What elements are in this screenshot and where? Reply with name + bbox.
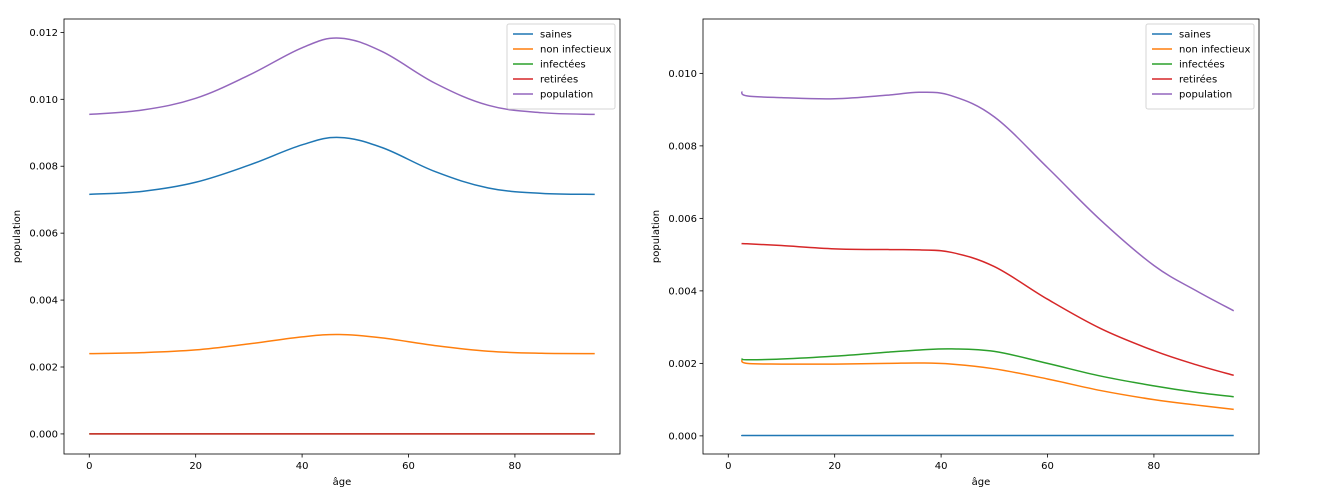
legend-label: non infectieux bbox=[1179, 45, 1250, 56]
legend-box bbox=[506, 23, 616, 110]
legend: saines non infectieux infectées retirées pop… bbox=[506, 23, 616, 110]
y-tick-label: 0.002 bbox=[668, 359, 697, 370]
y-tick-label: 0.004 bbox=[29, 296, 58, 307]
x-tick-label: 80 bbox=[1148, 461, 1161, 472]
legend: saines non infectieux infectées retirées pop… bbox=[1145, 23, 1255, 110]
y-tick-label: 0.000 bbox=[668, 431, 697, 442]
series-line-retirées bbox=[741, 242, 1234, 377]
legend-label: population bbox=[1179, 90, 1232, 101]
x-tick-label: 20 bbox=[828, 461, 841, 472]
plot-frame bbox=[702, 18, 1260, 455]
x-axis-label: âge bbox=[972, 476, 991, 488]
series-lines bbox=[89, 37, 595, 435]
plot-frame bbox=[63, 18, 621, 455]
legend-label: retirées bbox=[540, 74, 578, 86]
x-tick-label: 80 bbox=[509, 461, 522, 472]
x-tick-label: 0 bbox=[86, 461, 92, 472]
y-axis-label: population bbox=[651, 210, 662, 263]
y-tick-label: 0.006 bbox=[29, 229, 58, 240]
series-line-population bbox=[740, 90, 1235, 312]
y-tick-label: 0.004 bbox=[668, 286, 697, 297]
legend-label: infectées bbox=[540, 59, 586, 71]
x-tick-label: 60 bbox=[402, 461, 415, 472]
left-chart: 0 20 40 60 80 0.000 0.002 0.004 0.006 0.008 0.010 0… bbox=[12, 18, 621, 488]
y-axis-label: population bbox=[12, 210, 23, 263]
y-tick-label: 0.010 bbox=[668, 69, 697, 80]
legend-box bbox=[1145, 23, 1255, 110]
x-tick-label: 40 bbox=[296, 461, 309, 472]
series-line-population bbox=[89, 37, 595, 116]
y-tick-label: 0.002 bbox=[29, 363, 58, 374]
series-line-infectées bbox=[741, 348, 1234, 398]
y-tick-label: 0.008 bbox=[668, 141, 697, 152]
x-tick-label: 20 bbox=[189, 461, 202, 472]
y-tick-label: 0.000 bbox=[29, 429, 58, 440]
series-line-saines bbox=[89, 136, 595, 196]
legend-label: population bbox=[540, 90, 593, 101]
x-tick-label: 40 bbox=[935, 461, 948, 472]
legend-label: saines bbox=[1179, 30, 1211, 41]
series-lines bbox=[740, 90, 1235, 437]
x-axis-label: âge bbox=[333, 476, 352, 488]
y-tick-label: 0.010 bbox=[29, 95, 58, 106]
legend-label: saines bbox=[540, 30, 572, 41]
legend-label: retirées bbox=[1179, 74, 1217, 86]
y-tick-label: 0.012 bbox=[29, 28, 58, 39]
right-chart: 0 20 40 60 80 0.000 0.002 0.004 0.006 0.008 0.010 â… bbox=[651, 18, 1260, 488]
legend-label: infectées bbox=[1179, 59, 1225, 71]
legend-label: non infectieux bbox=[540, 45, 611, 56]
series-line-non-infectieux bbox=[740, 359, 1234, 411]
y-tick-label: 0.006 bbox=[668, 214, 697, 225]
series-line-non-infectieux bbox=[89, 333, 595, 355]
y-tick-label: 0.008 bbox=[29, 162, 58, 173]
x-tick-label: 0 bbox=[725, 461, 731, 472]
x-tick-label: 60 bbox=[1041, 461, 1054, 472]
